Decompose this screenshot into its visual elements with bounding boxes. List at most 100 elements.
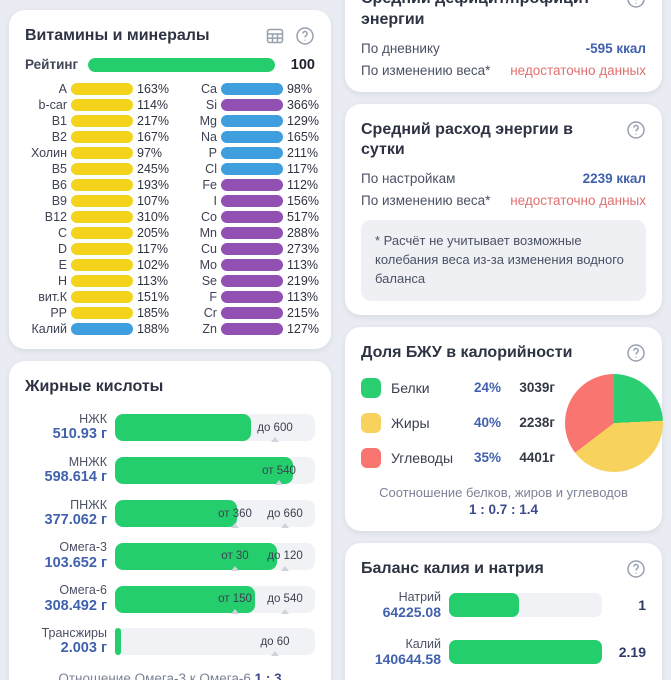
vitamin-percent: 165% (286, 130, 319, 145)
vitamin-percent: 102% (137, 258, 169, 273)
vitamin-row: B5 245% (25, 162, 169, 176)
fatty-acid-label: Омега-3 103.652 г (25, 540, 107, 572)
limit-marker-icon (231, 608, 239, 614)
stat-label: По изменению веса* (361, 62, 491, 78)
fatty-acids-card: Жирные кислоты НЖК 510.93 г до 600 МНЖК 598.… (9, 361, 331, 680)
vitamin-bar (71, 115, 133, 128)
vitamin-bar (220, 291, 283, 304)
vitamin-row: Fe 112% (175, 178, 319, 193)
fatty-acid-track: от 30 до 120 (115, 542, 315, 571)
vitamin-percent: 127% (286, 322, 319, 337)
vitamin-row: Zn 127% (175, 322, 319, 337)
right-column: Средний дефицит/профицит энергии По днев… (345, 0, 664, 680)
vitamin-bar (220, 227, 283, 240)
rating-label: Рейтинг (25, 57, 79, 73)
vitamin-label: Cl (205, 162, 217, 177)
fatty-acid-name: Трансжиры (41, 625, 107, 640)
vitamin-row: Mo 113% (175, 258, 319, 272)
vitamin-row: B2 167% (25, 130, 169, 144)
help-icon[interactable] (626, 343, 646, 363)
fatty-acid-value: 510.93 г (52, 426, 107, 443)
vitamin-label: Mg (199, 114, 217, 129)
vitamin-percent: 215% (286, 306, 319, 321)
vitamin-row: B12 310% (25, 210, 169, 224)
fatty-acid-name: Омега-3 (59, 540, 107, 555)
vitamin-row: Cu 273% (175, 242, 319, 256)
help-icon[interactable] (626, 0, 646, 9)
energy-deficit-title: Средний дефицит/профицит энергии (361, 0, 591, 28)
vitamin-bar (71, 259, 133, 272)
vitamin-percent: 163% (137, 82, 169, 97)
limit-label: от 540 (262, 464, 296, 477)
stat-row: По настройкам 2239 ккал (361, 171, 646, 186)
mineral-track (449, 593, 602, 618)
fatty-acid-value: 308.492 г (44, 597, 107, 614)
sodium-potassium-title: Баланс калия и натрия (361, 559, 544, 577)
bju-grams: 2238г (519, 415, 556, 431)
vitamin-bar (71, 227, 133, 240)
vitamin-label: B1 (51, 114, 67, 129)
vitamins-column-right: Ca 98% Si 366% Mg 129% Na 165% P 211% Cl 117% Fe 112%… (175, 82, 319, 337)
limit-marker-icon (281, 523, 289, 528)
vitamin-percent: 517% (286, 210, 319, 225)
vitamin-label: Ca (201, 82, 217, 97)
vitamin-bar (220, 115, 283, 128)
vitamin-bar (220, 179, 283, 192)
fatty-acid-row: НЖК 510.93 г до 600 (25, 412, 315, 444)
vitamin-percent: 288% (286, 226, 319, 241)
stat-row: По дневнику -595 ккал (361, 41, 646, 56)
limit-label: до 60 (260, 635, 290, 648)
vitamins-title: Витамины и минералы (25, 27, 210, 44)
vitamin-row: B6 193% (25, 178, 169, 193)
limit-marker-icon (281, 608, 289, 614)
bju-grams: 3039г (519, 380, 556, 396)
energy-expenditure-title: Средний расход энергии в сутки (361, 120, 573, 159)
vitamin-bar (220, 131, 283, 144)
vitamin-label: B6 (51, 178, 67, 193)
vitamin-row: E 102% (25, 258, 169, 273)
vitamin-label: C (57, 226, 67, 241)
stat-row: По изменению веса* недостаточно данных (361, 193, 646, 208)
vitamin-label: Na (201, 130, 217, 145)
rating-bar (88, 57, 275, 72)
help-icon[interactable] (626, 559, 646, 579)
fatty-acid-fill (115, 500, 237, 527)
mineral-balance-row: Натрий 64225.08 1 (361, 590, 646, 621)
bju-ratio-value: 1 : 0.7 : 1.4 (468, 501, 539, 517)
vitamin-bar (220, 211, 283, 224)
table-view-icon[interactable] (265, 26, 285, 46)
vitamin-label: Калий (31, 322, 68, 337)
omega-ratio-footer: Отношение Омега-3 к Омега-6 1 : 3 (25, 671, 315, 680)
limit-label: от 360 (218, 507, 252, 520)
fatty-acids-title: Жирные кислоты (25, 378, 164, 396)
vitamin-percent: 193% (137, 178, 169, 193)
fatty-acids-rows: НЖК 510.93 г до 600 МНЖК 598.614 г от 540 ПНЖК… (25, 412, 315, 658)
mineral-fill (449, 593, 520, 618)
vitamin-percent: 151% (137, 290, 169, 305)
vitamins-card: Витамины и минералы (9, 10, 331, 350)
vitamin-label: E (58, 258, 67, 273)
vitamin-label: H (57, 274, 67, 289)
vitamin-label: I (213, 194, 217, 209)
vitamin-percent: 97% (137, 146, 163, 161)
help-icon[interactable] (295, 26, 315, 46)
vitamin-percent: 117% (286, 162, 319, 177)
help-icon[interactable] (626, 120, 646, 140)
fatty-acid-fill (115, 414, 251, 442)
fatty-acid-track: от 360 до 660 (115, 500, 315, 528)
vitamin-percent: 188% (137, 322, 169, 337)
vitamin-bar (220, 243, 283, 256)
vitamin-row: C 205% (25, 226, 169, 241)
fatty-acid-fill (115, 457, 293, 485)
vitamins-grid: A 163% b-car 114% B1 217% B2 167% Холин 97% B5 245%… (25, 82, 319, 337)
vitamin-percent: 112% (286, 178, 319, 193)
bju-card: Доля БЖУ в калорийности Белки 24% 3039г Жир… (345, 326, 664, 531)
bju-pie-chart (565, 373, 664, 472)
vitamin-bar (71, 131, 133, 144)
fatty-acid-fill (115, 585, 255, 613)
vitamin-bar (220, 163, 283, 176)
vitamin-label: F (209, 290, 217, 305)
bju-percent: 40% (473, 415, 502, 431)
vitamins-column-left: A 163% b-car 114% B1 217% B2 167% Холин 97% B5 245%… (25, 82, 169, 337)
mineral-amount: 64225.08 (382, 603, 441, 620)
